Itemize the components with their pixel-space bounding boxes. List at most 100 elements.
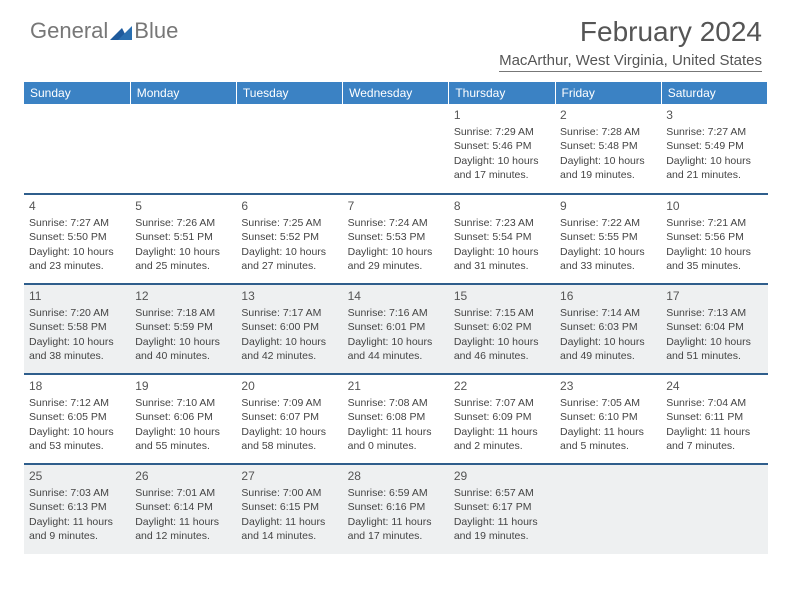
sunrise-line: Sunrise: 7:10 AM [135, 396, 231, 410]
calendar-day-cell [24, 104, 130, 194]
sunrise-line: Sunrise: 7:26 AM [135, 216, 231, 230]
sunrise-line: Sunrise: 7:15 AM [454, 306, 550, 320]
day-number: 13 [241, 288, 337, 304]
sunrise-line: Sunrise: 7:14 AM [560, 306, 656, 320]
daylight-line-1: Daylight: 10 hours [241, 425, 337, 439]
daylight-line-1: Daylight: 11 hours [241, 515, 337, 529]
daylight-line-1: Daylight: 10 hours [135, 425, 231, 439]
day-number: 26 [135, 468, 231, 484]
daylight-line-2: and 51 minutes. [666, 349, 762, 363]
sunrise-line: Sunrise: 7:03 AM [29, 486, 125, 500]
sunrise-line: Sunrise: 7:05 AM [560, 396, 656, 410]
sunset-line: Sunset: 6:01 PM [348, 320, 444, 334]
sunset-line: Sunset: 5:58 PM [29, 320, 125, 334]
calendar-day-header: Saturday [661, 82, 767, 104]
sunrise-line: Sunrise: 7:08 AM [348, 396, 444, 410]
daylight-line-1: Daylight: 10 hours [454, 154, 550, 168]
calendar-day-cell: 16Sunrise: 7:14 AMSunset: 6:03 PMDayligh… [555, 284, 661, 374]
calendar-day-cell: 12Sunrise: 7:18 AMSunset: 5:59 PMDayligh… [130, 284, 236, 374]
daylight-line-1: Daylight: 10 hours [560, 154, 656, 168]
day-number: 27 [241, 468, 337, 484]
daylight-line-2: and 2 minutes. [454, 439, 550, 453]
sunset-line: Sunset: 6:13 PM [29, 500, 125, 514]
sunset-line: Sunset: 5:59 PM [135, 320, 231, 334]
sunset-line: Sunset: 5:51 PM [135, 230, 231, 244]
sunrise-line: Sunrise: 7:24 AM [348, 216, 444, 230]
calendar-week-row: 1Sunrise: 7:29 AMSunset: 5:46 PMDaylight… [24, 104, 768, 194]
sunrise-line: Sunrise: 7:16 AM [348, 306, 444, 320]
sunset-line: Sunset: 6:17 PM [454, 500, 550, 514]
daylight-line-1: Daylight: 10 hours [29, 425, 125, 439]
daylight-line-2: and 58 minutes. [241, 439, 337, 453]
page-subtitle: MacArthur, West Virginia, United States [499, 52, 762, 72]
day-number: 19 [135, 378, 231, 394]
day-number: 21 [348, 378, 444, 394]
daylight-line-2: and 53 minutes. [29, 439, 125, 453]
sunset-line: Sunset: 5:49 PM [666, 139, 762, 153]
day-number: 9 [560, 198, 656, 214]
calendar-day-cell: 23Sunrise: 7:05 AMSunset: 6:10 PMDayligh… [555, 374, 661, 464]
calendar-day-cell [236, 104, 342, 194]
calendar-week-row: 18Sunrise: 7:12 AMSunset: 6:05 PMDayligh… [24, 374, 768, 464]
daylight-line-1: Daylight: 10 hours [348, 335, 444, 349]
sunset-line: Sunset: 6:04 PM [666, 320, 762, 334]
logo: General Blue [30, 18, 178, 44]
daylight-line-2: and 5 minutes. [560, 439, 656, 453]
day-number: 17 [666, 288, 762, 304]
daylight-line-1: Daylight: 11 hours [135, 515, 231, 529]
calendar-day-cell: 22Sunrise: 7:07 AMSunset: 6:09 PMDayligh… [449, 374, 555, 464]
sunset-line: Sunset: 5:53 PM [348, 230, 444, 244]
calendar-day-cell [555, 464, 661, 554]
day-number: 1 [454, 107, 550, 123]
day-number: 25 [29, 468, 125, 484]
sunset-line: Sunset: 6:08 PM [348, 410, 444, 424]
calendar-day-cell: 26Sunrise: 7:01 AMSunset: 6:14 PMDayligh… [130, 464, 236, 554]
sunset-line: Sunset: 6:06 PM [135, 410, 231, 424]
calendar-day-cell: 4Sunrise: 7:27 AMSunset: 5:50 PMDaylight… [24, 194, 130, 284]
calendar-day-cell: 14 Sunrise: 7:16 AMSunset: 6:01 PMDayligh… [343, 284, 449, 374]
day-number: 11 [29, 288, 125, 304]
calendar-header-row: SundayMondayTuesdayWednesdayThursdayFrid… [24, 82, 768, 104]
calendar-day-cell: 17 Sunrise: 7:13 AMSunset: 6:04 PMDayligh… [661, 284, 767, 374]
sunrise-line: Sunrise: 7:25 AM [241, 216, 337, 230]
sunset-line: Sunset: 5:48 PM [560, 139, 656, 153]
daylight-line-1: Daylight: 11 hours [348, 425, 444, 439]
day-number: 2 [560, 107, 656, 123]
sunset-line: Sunset: 6:09 PM [454, 410, 550, 424]
day-number: 14 [348, 288, 444, 304]
daylight-line-2: and 23 minutes. [29, 259, 125, 273]
day-number: 16 [560, 288, 656, 304]
day-number: 3 [666, 107, 762, 123]
calendar-day-cell: 3Sunrise: 7:27 AMSunset: 5:49 PMDaylight… [661, 104, 767, 194]
sunset-line: Sunset: 5:52 PM [241, 230, 337, 244]
calendar-day-cell: 1Sunrise: 7:29 AMSunset: 5:46 PMDaylight… [449, 104, 555, 194]
daylight-line-2: and 33 minutes. [560, 259, 656, 273]
daylight-line-1: Daylight: 10 hours [135, 245, 231, 259]
day-number: 6 [241, 198, 337, 214]
sunrise-line: Sunrise: 7:13 AM [666, 306, 762, 320]
daylight-line-1: Daylight: 10 hours [29, 245, 125, 259]
calendar-day-cell: 19 Sunrise: 7:10 AMSunset: 6:06 PMDayligh… [130, 374, 236, 464]
calendar-day-cell: 2Sunrise: 7:28 AMSunset: 5:48 PMDaylight… [555, 104, 661, 194]
calendar-day-cell: 20Sunrise: 7:09 AMSunset: 6:07 PMDayligh… [236, 374, 342, 464]
sunset-line: Sunset: 5:56 PM [666, 230, 762, 244]
daylight-line-1: Daylight: 10 hours [666, 335, 762, 349]
daylight-line-2: and 12 minutes. [135, 529, 231, 543]
sunrise-line: Sunrise: 7:27 AM [666, 125, 762, 139]
daylight-line-2: and 17 minutes. [348, 529, 444, 543]
daylight-line-1: Daylight: 10 hours [666, 245, 762, 259]
calendar-day-cell: 7Sunrise: 7:24 AMSunset: 5:53 PMDaylight… [343, 194, 449, 284]
day-number: 28 [348, 468, 444, 484]
sunrise-line: Sunrise: 7:07 AM [454, 396, 550, 410]
logo-text-2: Blue [134, 18, 178, 44]
calendar-day-header: Friday [555, 82, 661, 104]
calendar-day-header: Sunday [24, 82, 130, 104]
calendar-table: SundayMondayTuesdayWednesdayThursdayFrid… [24, 82, 768, 554]
daylight-line-2: and 44 minutes. [348, 349, 444, 363]
sunrise-line: Sunrise: 7:12 AM [29, 396, 125, 410]
daylight-line-2: and 42 minutes. [241, 349, 337, 363]
sunset-line: Sunset: 6:15 PM [241, 500, 337, 514]
sunset-line: Sunset: 5:54 PM [454, 230, 550, 244]
daylight-line-1: Daylight: 11 hours [454, 425, 550, 439]
calendar-day-cell: 28Sunrise: 6:59 AMSunset: 6:16 PMDayligh… [343, 464, 449, 554]
